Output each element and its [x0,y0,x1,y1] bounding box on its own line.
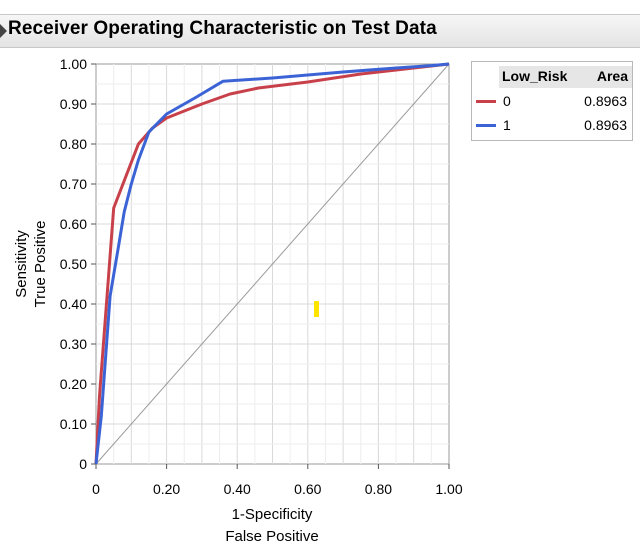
legend-row[interactable]: 1 0.8963 [472,115,632,137]
x-tick-label: 1.00 [435,481,462,497]
y-tick-label: 0.30 [60,336,87,352]
series-1-swatch [476,124,496,127]
x-axis-label-line2: False Positive [225,528,318,545]
legend-row-label: 0 [503,93,511,109]
y-tick-label: 0.50 [60,256,87,272]
series-0-line [94,62,450,465]
legend-row-area: 0.8963 [584,117,627,133]
legend-row-label: 1 [503,117,511,133]
legend: Low_Risk Area 0 0.8963 1 0.8963 [471,61,633,141]
y-tick-label: 0.20 [60,376,87,392]
x-tick-label: 0.60 [294,481,321,497]
chart-title: Receiver Operating Characteristic on Tes… [8,18,437,39]
collapse-triangle-icon[interactable] [0,24,7,38]
y-tick-label: 0.70 [60,176,87,192]
gridlines [96,64,449,464]
x-tick-label: 0.80 [365,481,392,497]
x-tick-label: 0.40 [224,481,251,497]
series-lines [94,62,450,465]
x-axis-ticks: 0 0.20 0.40 0.60 0.80 1.00 [92,464,463,497]
legend-header-area: Area [596,68,628,84]
y-tick-label: 0.80 [60,136,87,152]
x-tick-label: 0.20 [153,481,180,497]
x-axis-label-line1: 1-Specificity [232,506,313,523]
y-tick-label: 0.40 [60,296,87,312]
legend-header: Low_Risk Area [499,66,632,88]
y-tick-label: 0.60 [60,216,87,232]
legend-row[interactable]: 0 0.8963 [472,91,632,113]
y-tick-label: 0.10 [60,416,87,432]
report-header: Receiver Operating Characteristic on Tes… [0,14,640,48]
y-tick-label: 0 [79,456,87,472]
x-tick-label: 0 [92,481,100,497]
legend-header-name: Low_Risk [502,68,568,84]
y-tick-label: 0.90 [60,96,87,112]
y-axis-label-line1: Sensitivity [13,230,30,298]
y-tick-label: 1.00 [60,56,87,72]
y-axis-ticks: 0 0.10 0.20 0.30 0.40 0.50 0.60 0.70 0.80 0.90 1.0… [60,56,96,472]
series-0-swatch [476,100,496,103]
series-1-line [94,62,450,465]
diagonal-reference-line [95,63,450,465]
highlight-marker [314,301,319,317]
y-axis-label-line2: True Positive [32,221,49,308]
legend-row-area: 0.8963 [584,93,627,109]
